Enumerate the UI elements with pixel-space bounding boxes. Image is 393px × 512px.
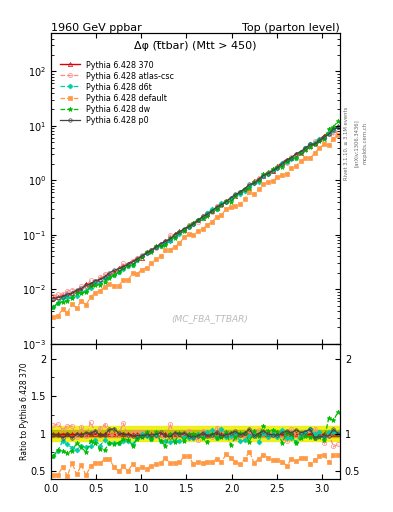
Text: mcplots.cern.ch: mcplots.cern.ch	[362, 122, 367, 164]
Pythia 6.428 p0	[224, 199, 228, 205]
Pythia 6.428 dw	[298, 150, 303, 156]
Pythia 6.428 atlas-csc	[126, 262, 130, 268]
Pythia 6.428 default	[336, 132, 340, 138]
Pythia 6.428 d6t	[336, 124, 340, 131]
Pythia 6.428 default	[331, 136, 336, 142]
Pythia 6.428 atlas-csc	[51, 293, 56, 300]
Text: Δφ (t̅tbar) (Mtt > 450): Δφ (t̅tbar) (Mtt > 450)	[134, 41, 257, 51]
Legend: Pythia 6.428 370, Pythia 6.428 atlas-csc, Pythia 6.428 d6t, Pythia 6.428 default: Pythia 6.428 370, Pythia 6.428 atlas-csc…	[58, 59, 176, 126]
Pythia 6.428 370	[331, 127, 336, 134]
Pythia 6.428 atlas-csc	[298, 150, 303, 156]
Pythia 6.428 atlas-csc	[224, 198, 228, 204]
Pythia 6.428 370	[74, 288, 79, 294]
Line: Pythia 6.428 dw: Pythia 6.428 dw	[51, 119, 341, 310]
Line: Pythia 6.428 370: Pythia 6.428 370	[51, 124, 340, 300]
Pythia 6.428 370	[107, 272, 112, 278]
Text: Top (parton level): Top (parton level)	[242, 23, 340, 33]
Pythia 6.428 default	[74, 305, 79, 311]
Y-axis label: Ratio to Pythia 6.428 370: Ratio to Pythia 6.428 370	[20, 362, 29, 460]
Text: [arXiv:1306.3436]: [arXiv:1306.3436]	[354, 119, 359, 167]
Pythia 6.428 370	[224, 198, 228, 204]
Pythia 6.428 default	[126, 277, 130, 283]
Pythia 6.428 dw	[51, 304, 56, 310]
Pythia 6.428 dw	[126, 263, 130, 269]
Pythia 6.428 p0	[51, 296, 56, 302]
Text: Rivet 3.1.10, ≥ 3.1M events: Rivet 3.1.10, ≥ 3.1M events	[344, 106, 349, 180]
Line: Pythia 6.428 atlas-csc: Pythia 6.428 atlas-csc	[51, 129, 340, 298]
Pythia 6.428 370	[298, 150, 303, 156]
Pythia 6.428 d6t	[74, 292, 79, 298]
Pythia 6.428 p0	[74, 287, 79, 293]
Pythia 6.428 d6t	[107, 274, 112, 281]
Pythia 6.428 d6t	[331, 127, 336, 133]
Pythia 6.428 dw	[224, 198, 228, 204]
Pythia 6.428 p0	[298, 148, 303, 155]
Pythia 6.428 dw	[107, 274, 112, 281]
Pythia 6.428 dw	[336, 118, 340, 124]
Pythia 6.428 default	[107, 281, 112, 287]
Pythia 6.428 p0	[107, 270, 112, 276]
Pythia 6.428 dw	[331, 123, 336, 130]
Pythia 6.428 d6t	[126, 263, 130, 269]
Pythia 6.428 default	[51, 314, 56, 321]
Pythia 6.428 atlas-csc	[336, 128, 340, 134]
Line: Pythia 6.428 p0: Pythia 6.428 p0	[51, 126, 340, 301]
Pythia 6.428 atlas-csc	[74, 288, 79, 294]
Pythia 6.428 atlas-csc	[107, 271, 112, 278]
Text: (MC_FBA_TTBAR): (MC_FBA_TTBAR)	[171, 314, 248, 324]
Pythia 6.428 370	[126, 261, 130, 267]
Pythia 6.428 atlas-csc	[331, 132, 336, 138]
Pythia 6.428 dw	[74, 290, 79, 296]
Text: 1960 GeV ppbar: 1960 GeV ppbar	[51, 23, 142, 33]
Pythia 6.428 p0	[336, 124, 340, 131]
Line: Pythia 6.428 default: Pythia 6.428 default	[51, 134, 340, 319]
Pythia 6.428 d6t	[51, 304, 56, 310]
Pythia 6.428 370	[336, 123, 340, 129]
Pythia 6.428 default	[298, 158, 303, 164]
Pythia 6.428 d6t	[224, 199, 228, 205]
Pythia 6.428 default	[224, 206, 228, 212]
Pythia 6.428 370	[51, 295, 56, 301]
Pythia 6.428 p0	[331, 126, 336, 132]
Pythia 6.428 p0	[126, 261, 130, 267]
Line: Pythia 6.428 d6t: Pythia 6.428 d6t	[51, 125, 340, 309]
Pythia 6.428 d6t	[298, 149, 303, 155]
